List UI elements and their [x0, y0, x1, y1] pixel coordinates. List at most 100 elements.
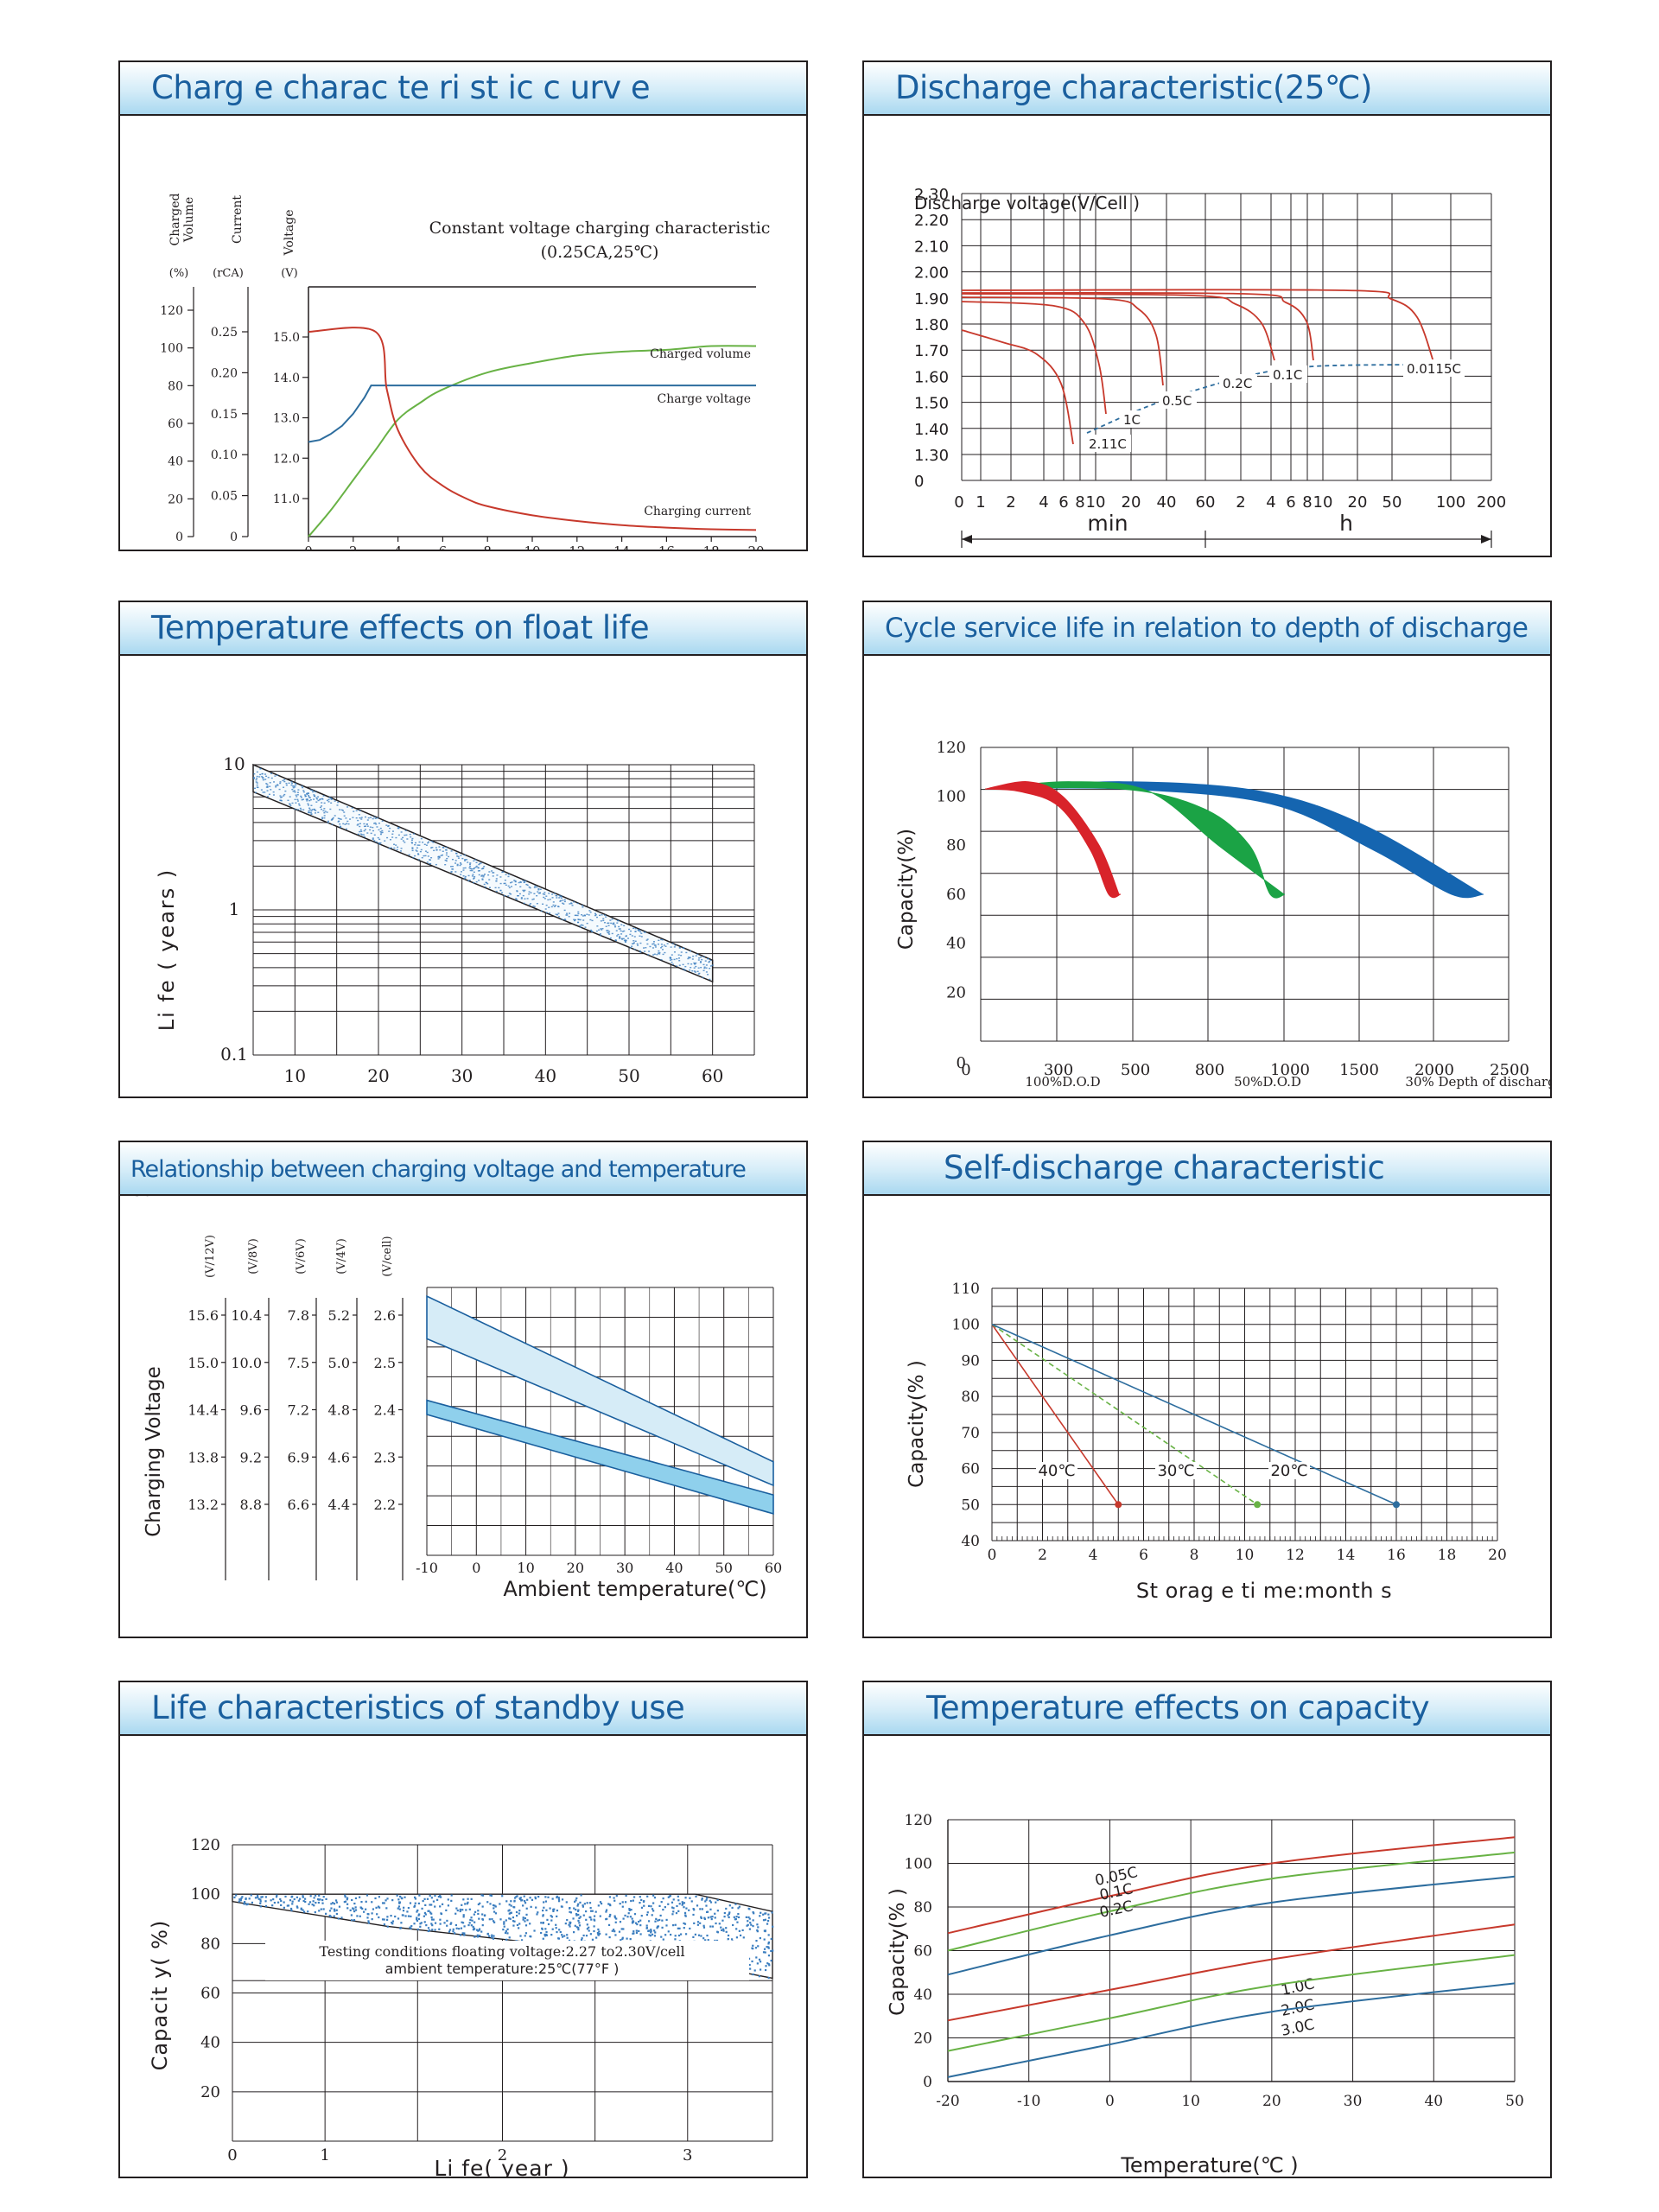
y-tick-label: 1.40: [914, 421, 949, 439]
speckle: [673, 946, 676, 948]
speckle: [662, 1908, 664, 1911]
speckle: [582, 905, 584, 906]
cycle-band-1: [984, 781, 1286, 899]
speckle: [357, 823, 359, 825]
y-tick-label: 70: [961, 1425, 980, 1442]
speckle: [279, 799, 282, 801]
speckle: [551, 893, 554, 895]
scale-tick-label: 2.2: [374, 1497, 396, 1513]
speckle: [455, 1907, 458, 1910]
speckle: [360, 818, 363, 820]
speckle: [243, 1903, 245, 1905]
speckle: [271, 1904, 274, 1907]
speckle: [557, 1897, 560, 1899]
speckle: [321, 798, 324, 800]
speckle: [534, 885, 537, 887]
speckle: [328, 1914, 331, 1917]
speckle: [727, 1914, 729, 1916]
speckle: [662, 1938, 664, 1941]
speckle: [585, 1935, 588, 1937]
speckle: [468, 1922, 471, 1924]
speckle: [259, 1905, 262, 1908]
speckle: [310, 810, 313, 811]
speckle: [728, 1916, 730, 1919]
speckle: [475, 861, 478, 863]
speckle: [417, 1917, 421, 1920]
speckle: [639, 1919, 642, 1922]
speckle: [297, 1899, 300, 1902]
speckle: [483, 866, 486, 868]
speckle: [386, 1916, 389, 1918]
speckle: [303, 794, 306, 796]
scale-tick-label: 9.2: [240, 1449, 262, 1465]
speckle: [700, 966, 702, 969]
speckle: [473, 1927, 475, 1929]
speckle: [706, 1897, 709, 1899]
speckle: [508, 1917, 511, 1920]
speckle: [353, 810, 355, 812]
speckle: [727, 1938, 729, 1941]
speckle: [260, 1896, 263, 1898]
speckle: [303, 1897, 307, 1900]
speckle: [331, 818, 334, 820]
speckle: [645, 1913, 649, 1916]
speckle: [494, 1912, 498, 1915]
speckle: [573, 1931, 575, 1934]
speckle: [689, 969, 691, 971]
speckle: [663, 944, 665, 946]
speckle: [709, 1899, 711, 1902]
speckle: [700, 1935, 702, 1937]
speckle: [632, 1899, 634, 1902]
speckle: [439, 1905, 442, 1908]
speckle: [581, 914, 583, 916]
speckle: [289, 1899, 292, 1902]
speckle: [574, 919, 576, 922]
speckle: [633, 936, 636, 938]
speckle: [508, 887, 511, 889]
y-tick-label: 80: [946, 836, 966, 855]
speckle: [770, 1960, 772, 1962]
speckle: [475, 865, 478, 868]
speckle: [438, 855, 441, 858]
y-tick-label: 100: [191, 1885, 220, 1904]
speckle: [513, 1899, 516, 1902]
speckle: [770, 1949, 772, 1953]
speckle: [418, 1913, 421, 1916]
speckle: [441, 1903, 444, 1905]
speckle: [607, 929, 609, 931]
speckle: [549, 912, 551, 914]
x-axis-label: Li fe( year ): [434, 2156, 569, 2177]
speckle: [481, 1913, 484, 1916]
speckle: [655, 1917, 658, 1920]
scale-tick-label: 6.6: [288, 1497, 309, 1513]
speckle: [351, 807, 353, 809]
speckle: [459, 1934, 462, 1936]
speckle: [339, 825, 341, 828]
speckle: [545, 895, 548, 897]
speckle: [296, 800, 299, 802]
speckle: [565, 1901, 568, 1904]
y-tick-label: 50: [961, 1497, 980, 1514]
speckle: [575, 1926, 578, 1929]
speckle: [340, 818, 342, 820]
speckle: [665, 1918, 668, 1922]
speckle: [346, 1907, 349, 1910]
speckle: [449, 866, 452, 868]
speckle: [594, 912, 597, 915]
speckle: [275, 786, 277, 788]
speckle: [337, 1917, 340, 1920]
speckle: [648, 1929, 651, 1932]
speckle: [318, 1898, 321, 1901]
speckle: [422, 1899, 424, 1903]
speckle: [340, 1916, 343, 1919]
speckle: [459, 862, 461, 864]
speckle: [626, 1937, 628, 1940]
speckle: [530, 903, 532, 905]
speckle: [296, 794, 299, 796]
discharge-curve-0.2C: [961, 293, 1275, 361]
speckle: [259, 768, 262, 770]
x-tick-label: 20: [567, 1560, 584, 1576]
speckle: [586, 922, 588, 925]
speckle: [466, 859, 468, 861]
speckle: [389, 827, 391, 830]
